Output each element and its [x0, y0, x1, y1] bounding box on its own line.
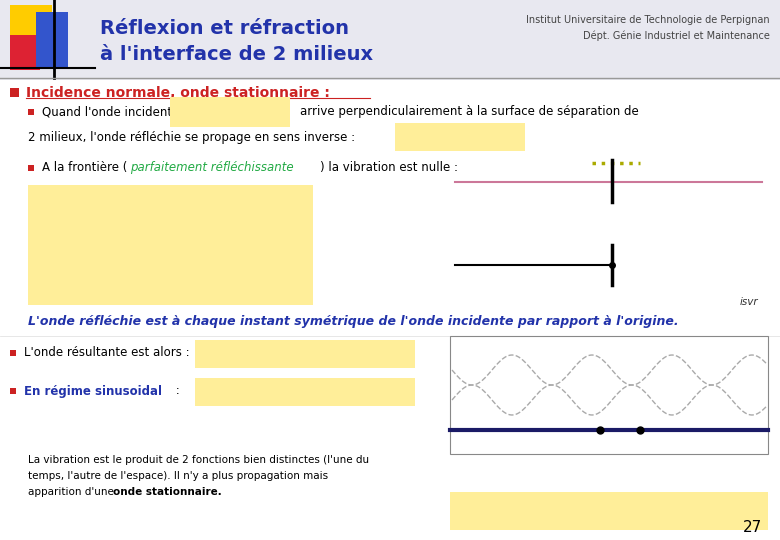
Bar [0, 0, 780, 80]
Bar [195, 340, 415, 368]
Text: Incidence normale, onde stationnaire :: Incidence normale, onde stationnaire : [26, 86, 330, 100]
Text: onde stationnaire.: onde stationnaire. [113, 487, 222, 497]
Bar [28, 165, 34, 171]
Bar [395, 123, 525, 151]
Bar [195, 378, 415, 406]
Bar [10, 388, 16, 394]
Text: 2 milieux, l'onde réfléchie se propage en sens inverse :: 2 milieux, l'onde réfléchie se propage e… [28, 131, 355, 144]
Bar [10, 35, 40, 70]
Text: parfaitement réfléchissante: parfaitement réfléchissante [130, 161, 293, 174]
Text: L'onde réfléchie est à chaque instant symétrique de l'onde incidente par rapport: L'onde réfléchie est à chaque instant sy… [28, 315, 679, 328]
Text: Institut Universitaire de Technologie de Perpignan: Institut Universitaire de Technologie de… [526, 15, 770, 25]
Bar [28, 109, 34, 115]
Text: A la frontière (: A la frontière ( [42, 161, 127, 174]
Text: En régime sinusoidal: En régime sinusoidal [24, 384, 162, 397]
Text: à l'interface de 2 milieux: à l'interface de 2 milieux [100, 44, 373, 64]
Text: arrive perpendiculairement à la surface de séparation de: arrive perpendiculairement à la surface … [300, 105, 639, 118]
Bar [10, 88, 19, 97]
Text: temps, l'autre de l'espace). Il n'y a plus propagation mais: temps, l'autre de l'espace). Il n'y a pl… [28, 471, 328, 481]
Text: 27: 27 [743, 519, 762, 535]
Bar [36, 12, 68, 67]
Bar [450, 336, 768, 454]
Text: La vibration est le produit de 2 fonctions bien distinctes (l'une du: La vibration est le produit de 2 fonctio… [28, 455, 369, 465]
Text: Dépt. Génie Industriel et Maintenance: Dépt. Génie Industriel et Maintenance [583, 31, 770, 41]
Bar [170, 97, 290, 127]
Text: apparition d'une: apparition d'une [28, 487, 117, 497]
Bar [28, 185, 313, 305]
Text: ) la vibration est nulle :: ) la vibration est nulle : [320, 161, 458, 174]
Text: Quand l'onde incidente: Quand l'onde incidente [42, 105, 179, 118]
Text: L'onde résultante est alors :: L'onde résultante est alors : [24, 347, 190, 360]
Text: Réflexion et réfraction: Réflexion et réfraction [100, 18, 349, 37]
Bar [450, 492, 768, 530]
Text: isvr: isvr [739, 297, 758, 307]
Text: :: : [172, 384, 179, 397]
Bar [10, 5, 52, 40]
Bar [10, 350, 16, 356]
